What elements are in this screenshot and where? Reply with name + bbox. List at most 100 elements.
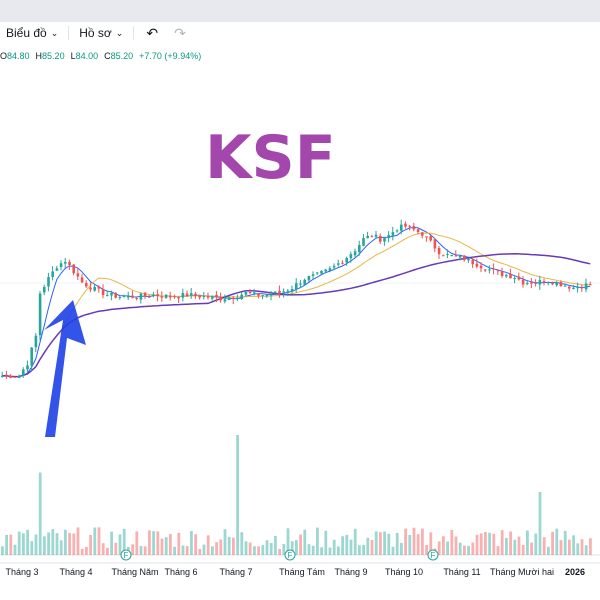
candle-body [425, 236, 428, 238]
volume-bar [391, 546, 395, 555]
volume-bar [404, 528, 407, 555]
volume-bar [559, 540, 563, 555]
candle-body [349, 254, 353, 259]
candle-body [341, 262, 344, 264]
volume-bar [421, 528, 424, 555]
volume-bar [589, 538, 592, 555]
candle-body [278, 290, 281, 294]
volume-bar [248, 542, 252, 555]
candle-body [101, 289, 105, 296]
candle-body [568, 286, 571, 289]
volume-bar [30, 541, 34, 555]
profile-menu-button[interactable]: Hồ sơ ⌄ [73, 22, 129, 44]
volume-bar [143, 546, 147, 555]
undo-icon[interactable]: ↶ [146, 24, 159, 41]
candle-body [408, 225, 411, 227]
volume-bar [362, 544, 365, 555]
volume-bar [316, 527, 319, 555]
volume-bar [446, 541, 449, 555]
candle-body [269, 294, 273, 296]
volume-bar [416, 534, 420, 555]
candle-body [358, 244, 361, 253]
volume-bar [219, 539, 223, 555]
low-label: L [70, 51, 76, 61]
toolbar-divider [133, 26, 135, 40]
candle-body [303, 279, 306, 285]
candle-body [509, 273, 512, 279]
volume-bar [17, 531, 21, 555]
volume-bar [76, 527, 80, 555]
arrow-annotation[interactable] [44, 300, 86, 437]
volume-bar [206, 535, 210, 555]
chart-menu-button[interactable]: Biểu đồ ⌄ [0, 22, 64, 44]
volume-bar [59, 540, 63, 555]
candle-body [437, 248, 441, 255]
volume-bar [463, 545, 466, 555]
volume-bar [467, 545, 470, 555]
volume-bar [458, 542, 462, 555]
candle-body [404, 223, 407, 227]
candle-body [215, 294, 218, 298]
volume-bar [290, 541, 294, 555]
volume-bar [517, 536, 521, 555]
redo-icon[interactable]: ↷ [174, 24, 186, 41]
volume-bar [484, 532, 487, 555]
volume-bar [202, 544, 206, 555]
volume-bar [429, 532, 433, 555]
event-marker-badge[interactable] [120, 549, 132, 561]
volume-bar [223, 529, 227, 555]
candle-body [547, 282, 550, 284]
volume-bar [265, 540, 269, 555]
candle-body [152, 294, 155, 297]
volume-bar [584, 545, 588, 555]
volume-bar [286, 528, 290, 555]
volume-bar [547, 546, 550, 555]
volume-bar [160, 538, 164, 555]
volume-bar [26, 529, 29, 555]
candle-body [463, 255, 466, 261]
candle-body [118, 297, 122, 299]
candle-body [185, 293, 189, 297]
volume-bar [337, 546, 340, 555]
volume-bar [492, 533, 496, 555]
event-marker-badge[interactable] [284, 549, 296, 561]
time-axis-label: Tháng Năm [111, 567, 158, 577]
candle-body [379, 236, 382, 242]
ohlc-high: H85.20 [36, 51, 65, 61]
candle-body [320, 270, 323, 274]
volume-bar [412, 527, 416, 555]
candle-body [240, 294, 243, 300]
candle-body [38, 293, 42, 336]
candle-body [148, 296, 151, 298]
candle-body [299, 283, 302, 285]
candle-body [131, 295, 134, 298]
candle-body [64, 262, 67, 264]
chart-overlay-title: KSF [205, 123, 336, 193]
chevron-down-icon: ⌄ [115, 27, 124, 38]
volume-bar [232, 537, 235, 555]
candle-body [576, 287, 579, 289]
volume-bar [526, 530, 529, 555]
time-axis-label: Tháng 7 [219, 567, 252, 577]
volume-bar [509, 531, 512, 555]
candle-body [563, 285, 567, 287]
candle-body [164, 294, 168, 298]
candle-body [206, 295, 210, 298]
candle-body [526, 282, 529, 284]
candle-body [261, 295, 264, 297]
volume-bar [101, 543, 105, 555]
ohlc-low: L84.00 [71, 51, 99, 61]
volume-bar [169, 534, 172, 555]
candle-body [223, 299, 227, 302]
volume-bar [93, 527, 97, 555]
top-strip [0, 0, 600, 22]
event-marker-badge[interactable] [427, 549, 439, 561]
volume-bar [22, 533, 25, 555]
volume-bar [1, 546, 4, 555]
candle-body [169, 295, 172, 298]
candle-body [488, 269, 491, 271]
candle-body [253, 292, 256, 294]
volume-bar [118, 534, 122, 555]
candle-body [559, 282, 563, 287]
